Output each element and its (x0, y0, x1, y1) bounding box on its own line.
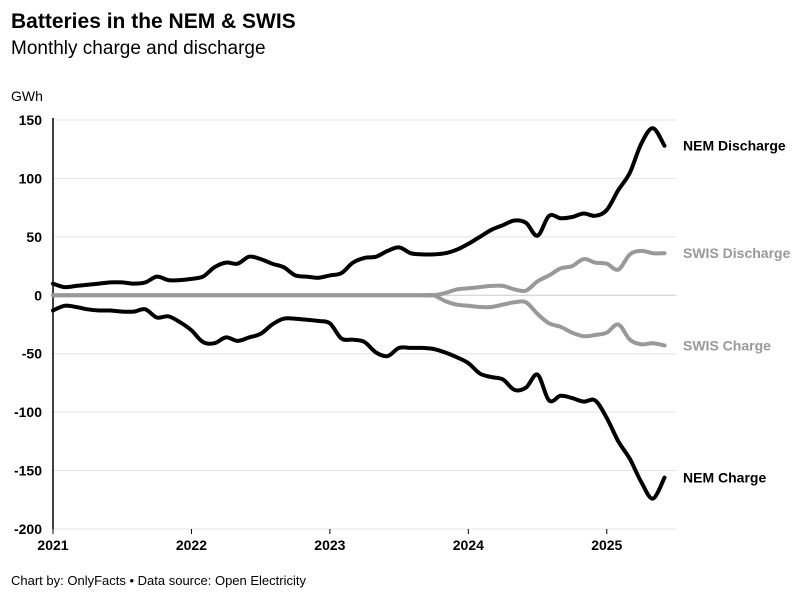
series-line-swis-charge (51, 292, 667, 348)
series-lines (51, 126, 667, 501)
x-tick-label: 2021 (37, 537, 68, 553)
chart-subtitle: Monthly charge and discharge (11, 38, 266, 59)
chart-footer: Chart by: OnlyFacts • Data source: Open … (11, 573, 306, 588)
series-label-nem-charge: NEM Charge (683, 470, 766, 486)
chart-title: Batteries in the NEM & SWIS (11, 10, 296, 33)
y-tick-label: 100 (19, 170, 43, 186)
series-line-nem-discharge (51, 126, 667, 290)
series-label-swis-discharge: SWIS Discharge (683, 245, 791, 261)
x-tick-label: 2023 (314, 537, 345, 553)
series-label-nem-discharge: NEM Discharge (683, 138, 786, 154)
x-tick-label: 2024 (453, 537, 484, 553)
gridlines (52, 118, 676, 530)
y-tick-label: -100 (14, 404, 42, 420)
series-line-nem-charge (51, 303, 667, 501)
y-tick-label: 50 (26, 229, 42, 245)
x-axis-ticks: 2021 2022 2023 2024 2025 (37, 529, 623, 553)
x-tick-label: 2022 (176, 537, 207, 553)
series-labels: SWIS Discharge SWIS Charge NEM Discharge NE… (683, 138, 791, 486)
y-tick-label: -200 (14, 521, 42, 537)
x-tick-label: 2025 (591, 537, 622, 553)
y-tick-label: -150 (14, 463, 42, 479)
y-axis-label: GWh (11, 88, 43, 104)
series-label-swis-charge: SWIS Charge (683, 338, 771, 354)
y-tick-label: 0 (34, 287, 42, 303)
y-tick-label: 150 (19, 112, 43, 128)
y-axis-ticks: 150 100 50 0 -50 -100 -150 -200 (14, 112, 42, 537)
series-line-swis-discharge (51, 248, 667, 298)
y-tick-label: -50 (22, 346, 42, 362)
